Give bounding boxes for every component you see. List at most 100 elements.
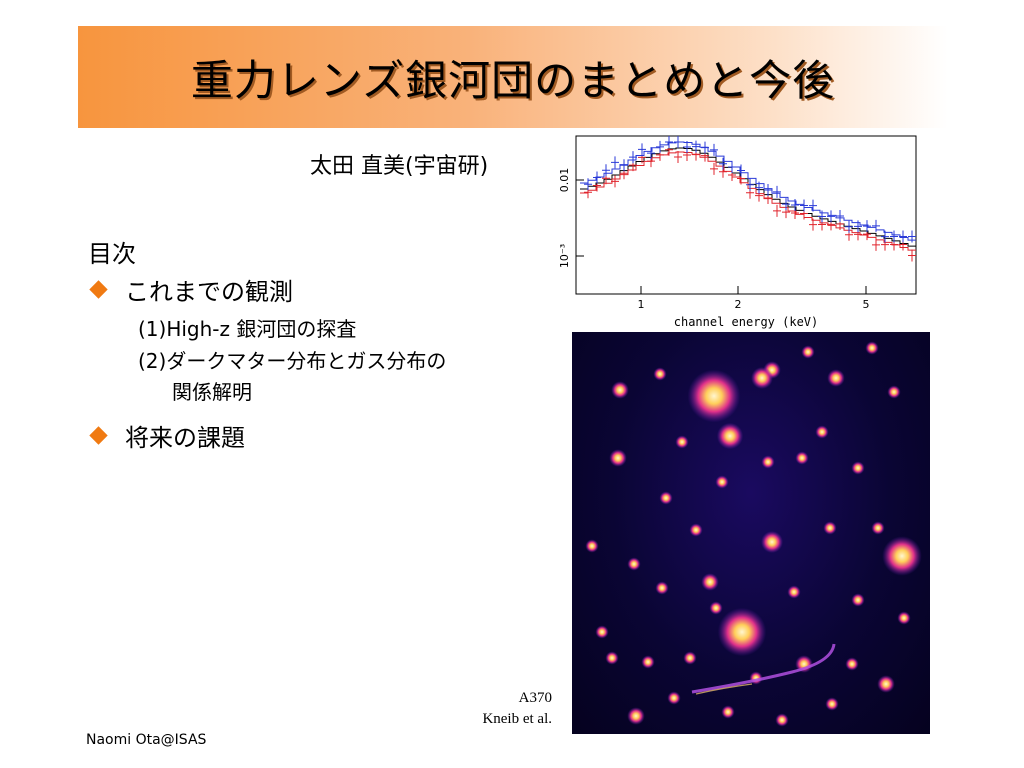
galaxy-glow — [709, 601, 723, 615]
galaxy-glow — [882, 536, 922, 576]
y-tick-label: 0.01 — [558, 168, 571, 193]
bullet-item: 将来の課題 — [88, 418, 245, 453]
spectrum-data-point — [890, 230, 898, 243]
spectrum-data-point — [773, 204, 781, 217]
spectrum-data-point — [593, 171, 601, 184]
caption-cluster-name: A370 — [518, 690, 552, 706]
bullet-label: 将来の課題 — [125, 424, 245, 452]
galaxy-glow — [683, 651, 697, 665]
galaxy-glow — [611, 381, 629, 399]
title-banner — [78, 26, 948, 128]
galaxy-glow — [815, 425, 829, 439]
spectrum-data-point — [683, 140, 691, 153]
spectrum-data-point — [620, 159, 628, 172]
cluster-image-canvas — [585, 341, 922, 727]
galaxy-glow — [687, 369, 741, 423]
galaxy-glow — [659, 491, 673, 505]
spectrum-data-point — [827, 210, 835, 223]
galaxy-glow — [595, 625, 609, 639]
spectrum-data-point — [692, 140, 700, 153]
spectrum-data-point — [755, 181, 763, 194]
galaxy-glow — [827, 369, 845, 387]
spectrum-data-point — [809, 199, 817, 212]
spectrum-data-point — [584, 178, 592, 191]
galaxy-glow — [717, 607, 767, 657]
spectrum-data-point — [800, 199, 808, 212]
spectrum-data-point — [611, 156, 619, 169]
x-tick-label: 1 — [638, 298, 645, 311]
galaxy-glow — [689, 523, 703, 537]
spectrum-data-point — [764, 183, 772, 196]
galaxy-glow — [667, 691, 681, 705]
spectrum-data-point — [791, 199, 799, 212]
galaxy-glow — [795, 451, 809, 465]
caption-credit: Kneib et al. — [482, 711, 552, 727]
spectrum-data-point — [872, 238, 880, 251]
spectrum-data-point — [728, 161, 736, 174]
bullet-item: これまでの観測 — [88, 272, 293, 307]
figure-caption: A370 Kneib et al. — [482, 688, 552, 730]
x-tick-label: 2 — [735, 298, 742, 311]
galaxy-glow — [761, 455, 775, 469]
galaxy-glow — [715, 475, 729, 489]
galaxy-glow — [865, 341, 879, 355]
galaxy-glow — [787, 585, 801, 599]
diamond-bullet-icon — [89, 426, 108, 445]
galaxy-glow — [845, 657, 859, 671]
toc-heading: 目次 — [88, 240, 136, 268]
galaxy-glow — [627, 557, 641, 571]
spectrum-data-point — [836, 210, 844, 223]
galaxy-glow — [801, 345, 815, 359]
spectrum-data-point — [809, 218, 817, 231]
galaxy-glow — [761, 531, 783, 553]
slide-title: 重力レンズ銀河団のまとめと今後 — [190, 55, 836, 105]
spectrum-model-line — [580, 141, 916, 241]
bullet-label: これまでの観測 — [125, 278, 293, 306]
galaxy-glow — [605, 651, 619, 665]
x-tick-label: 5 — [863, 298, 870, 311]
footer-author: Naomi Ota@ISAS — [86, 732, 207, 748]
cluster-image — [572, 332, 930, 734]
spectrum-data-point — [782, 198, 790, 211]
y-tick-label: 10⁻³ — [558, 244, 571, 268]
spectrum-data-point — [908, 230, 916, 243]
spectrum-data-point — [602, 164, 610, 177]
spectrum-data-point — [629, 151, 637, 164]
spectrum-data-point — [656, 140, 664, 153]
galaxy-glow — [653, 367, 667, 381]
galaxy-glow — [871, 521, 885, 535]
x-axis-label: channel energy (keV) — [674, 315, 819, 329]
galaxy-glow — [897, 611, 911, 625]
galaxy-glow — [641, 655, 655, 669]
author-line: 太田 直美(宇宙研) — [310, 154, 489, 179]
spectrum-data-point — [899, 230, 907, 243]
galaxy-glow — [585, 539, 599, 553]
xray-spectrum-plot: 1 2 5 0.01 10⁻³ channel energy (keV) — [558, 135, 917, 329]
spectrum-series-group — [580, 136, 916, 262]
galaxy-glow — [751, 367, 773, 389]
galaxy-glow — [721, 705, 735, 719]
spectrum-data-point — [881, 230, 889, 243]
spectrum-data-point — [665, 136, 673, 148]
sub-item: (1)High-z 銀河団の探査 — [138, 317, 357, 341]
spectrum-data-point — [674, 151, 682, 163]
spectrum-data-point — [818, 210, 826, 223]
spectrum-data-point — [845, 220, 853, 233]
spectrum-data-point — [872, 219, 880, 232]
spectrum-data-point — [674, 136, 682, 148]
spectrum-data-point — [773, 185, 781, 198]
spectrum-data-point — [863, 220, 871, 233]
spectrum-model-line — [580, 147, 916, 247]
spectrum-data-point — [701, 141, 709, 154]
diamond-bullet-icon — [89, 280, 108, 299]
spectrum-model-line — [580, 151, 916, 251]
spectrum-data-point — [854, 220, 862, 233]
galaxy-glow — [775, 713, 789, 727]
spectrum-data-point — [710, 162, 718, 175]
sub-item: (2)ダークマター分布とガス分布の — [138, 349, 447, 373]
galaxy-glow — [701, 573, 719, 591]
spectrum-data-point — [647, 147, 655, 160]
spectrum-data-point — [908, 249, 916, 262]
spectrum-data-point — [737, 164, 745, 177]
galaxy-glow — [823, 521, 837, 535]
